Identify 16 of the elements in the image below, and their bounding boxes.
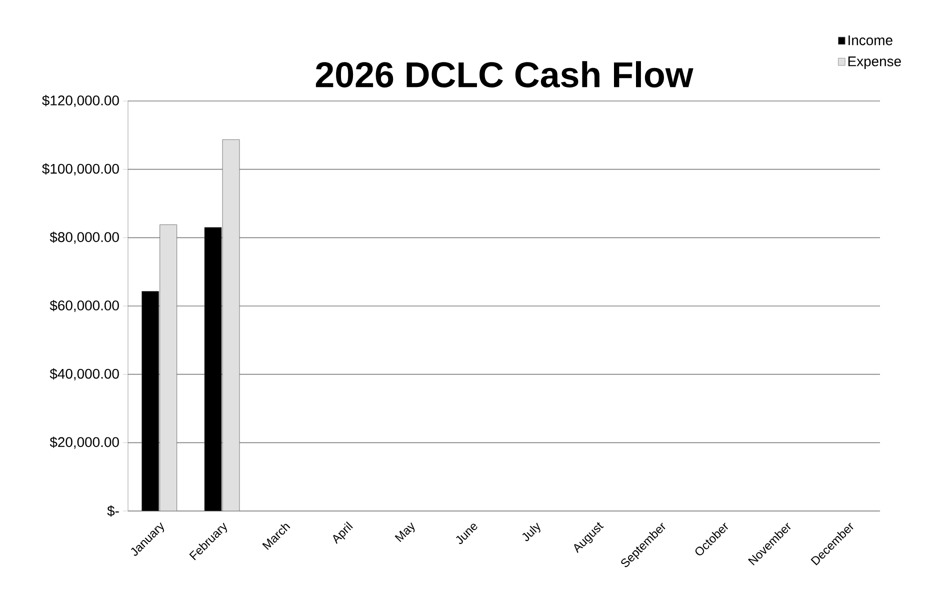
y-tick-label: $100,000.00 [42, 163, 119, 176]
y-tick-label: $- [107, 505, 119, 517]
y-tick-label: $20,000.00 [50, 436, 119, 449]
chart-title: 2026 DCLC Cash Flow [316, 61, 694, 88]
bar [222, 139, 240, 511]
x-tick-label: July [522, 522, 540, 542]
y-tick-label: $40,000.00 [50, 368, 119, 380]
legend-label: Income [848, 35, 892, 46]
x-tick-label: May [394, 522, 415, 542]
y-tick-label: $80,000.00 [50, 232, 119, 244]
y-tick-label: $60,000.00 [50, 300, 119, 312]
legend-label: Expense [848, 56, 901, 70]
bar [160, 224, 178, 511]
y-tick-label: $120,000.00 [42, 94, 119, 108]
bar [204, 227, 222, 511]
bar [142, 291, 160, 511]
